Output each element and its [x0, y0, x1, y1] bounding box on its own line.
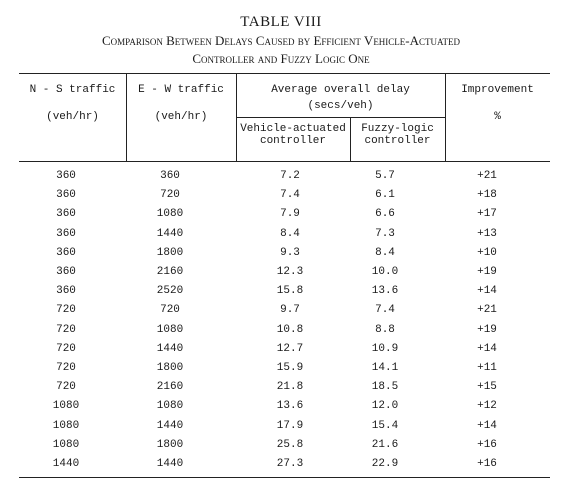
- cell-ew-traffic: 1440: [140, 420, 200, 432]
- cell-improvement: +16: [457, 439, 517, 451]
- cell-ew-traffic: 1080: [140, 208, 200, 220]
- cell-ns-traffic: 360: [36, 228, 96, 240]
- cell-ew-traffic: 2520: [140, 285, 200, 297]
- cell-fuzzy-logic-delay: 13.6: [355, 285, 415, 297]
- header-ew-traffic: E - W traffic: [126, 84, 236, 96]
- cell-ew-traffic: 1080: [140, 400, 200, 412]
- cell-ns-traffic: 360: [36, 285, 96, 297]
- cell-ew-traffic: 1440: [140, 343, 200, 355]
- cell-fuzzy-logic-delay: 5.7: [355, 170, 415, 182]
- cell-improvement: +17: [457, 208, 517, 220]
- cell-ew-traffic: 1080: [140, 324, 200, 336]
- cell-ns-traffic: 360: [36, 208, 96, 220]
- header-vehicle-actuated-line2: controller: [236, 135, 350, 147]
- cell-fuzzy-logic-delay: 18.5: [355, 381, 415, 393]
- table-title: TABLE VIII: [0, 14, 562, 31]
- cell-ew-traffic: 2160: [140, 266, 200, 278]
- cell-fuzzy-logic-delay: 10.0: [355, 266, 415, 278]
- cell-improvement: +18: [457, 189, 517, 201]
- cell-fuzzy-logic-delay: 15.4: [355, 420, 415, 432]
- cell-improvement: +14: [457, 285, 517, 297]
- cell-fuzzy-logic-delay: 8.8: [355, 324, 415, 336]
- cell-ns-traffic: 1440: [36, 458, 96, 470]
- cell-vehicle-actuated-delay: 7.9: [260, 208, 320, 220]
- cell-improvement: +21: [457, 304, 517, 316]
- cell-vehicle-actuated-delay: 15.8: [260, 285, 320, 297]
- cell-improvement: +19: [457, 324, 517, 336]
- cell-vehicle-actuated-delay: 10.8: [260, 324, 320, 336]
- cell-improvement: +11: [457, 362, 517, 374]
- cell-vehicle-actuated-delay: 21.8: [260, 381, 320, 393]
- header-improvement: Improvement: [445, 84, 550, 96]
- header-fuzzy-logic-line1: Fuzzy-logic: [350, 123, 445, 135]
- cell-vehicle-actuated-delay: 12.3: [260, 266, 320, 278]
- delay-subheader-rule: [236, 117, 445, 118]
- cell-vehicle-actuated-delay: 9.3: [260, 247, 320, 259]
- cell-ns-traffic: 360: [36, 170, 96, 182]
- header-ew-unit: (veh/hr): [126, 111, 236, 123]
- cell-vehicle-actuated-delay: 12.7: [260, 343, 320, 355]
- header-improvement-unit: %: [445, 111, 550, 123]
- cell-fuzzy-logic-delay: 14.1: [355, 362, 415, 374]
- cell-ns-traffic: 1080: [36, 400, 96, 412]
- cell-vehicle-actuated-delay: 17.9: [260, 420, 320, 432]
- cell-vehicle-actuated-delay: 7.2: [260, 170, 320, 182]
- header-fuzzy-logic-line2: controller: [350, 135, 445, 147]
- cell-fuzzy-logic-delay: 6.1: [355, 189, 415, 201]
- cell-improvement: +12: [457, 400, 517, 412]
- cell-improvement: +16: [457, 458, 517, 470]
- cell-ns-traffic: 360: [36, 266, 96, 278]
- cell-fuzzy-logic-delay: 22.9: [355, 458, 415, 470]
- cell-ns-traffic: 720: [36, 304, 96, 316]
- cell-ns-traffic: 360: [36, 189, 96, 201]
- cell-improvement: +21: [457, 170, 517, 182]
- table-top-rule: [19, 73, 550, 74]
- cell-ew-traffic: 1440: [140, 228, 200, 240]
- cell-vehicle-actuated-delay: 27.3: [260, 458, 320, 470]
- cell-ns-traffic: 720: [36, 381, 96, 393]
- cell-ns-traffic: 720: [36, 324, 96, 336]
- cell-ew-traffic: 2160: [140, 381, 200, 393]
- cell-vehicle-actuated-delay: 13.6: [260, 400, 320, 412]
- cell-vehicle-actuated-delay: 8.4: [260, 228, 320, 240]
- cell-vehicle-actuated-delay: 9.7: [260, 304, 320, 316]
- cell-fuzzy-logic-delay: 10.9: [355, 343, 415, 355]
- header-average-delay-unit: (secs/veh): [236, 100, 445, 112]
- cell-ew-traffic: 720: [140, 189, 200, 201]
- cell-ew-traffic: 360: [140, 170, 200, 182]
- header-ns-traffic: N - S traffic: [19, 84, 126, 96]
- cell-ew-traffic: 1800: [140, 439, 200, 451]
- cell-improvement: +19: [457, 266, 517, 278]
- cell-improvement: +13: [457, 228, 517, 240]
- cell-ns-traffic: 1080: [36, 420, 96, 432]
- cell-fuzzy-logic-delay: 6.6: [355, 208, 415, 220]
- cell-improvement: +14: [457, 420, 517, 432]
- cell-vehicle-actuated-delay: 15.9: [260, 362, 320, 374]
- cell-improvement: +15: [457, 381, 517, 393]
- table-caption-line1: Comparison Between Delays Caused by Effi…: [0, 33, 562, 49]
- header-vehicle-actuated-line1: Vehicle-actuated: [236, 123, 350, 135]
- cell-ew-traffic: 1800: [140, 362, 200, 374]
- header-ns-unit: (veh/hr): [19, 111, 126, 123]
- cell-ns-traffic: 360: [36, 247, 96, 259]
- cell-ns-traffic: 720: [36, 343, 96, 355]
- cell-fuzzy-logic-delay: 21.6: [355, 439, 415, 451]
- cell-vehicle-actuated-delay: 25.8: [260, 439, 320, 451]
- cell-improvement: +10: [457, 247, 517, 259]
- header-bottom-rule: [19, 161, 550, 162]
- cell-fuzzy-logic-delay: 8.4: [355, 247, 415, 259]
- cell-ns-traffic: 720: [36, 362, 96, 374]
- cell-fuzzy-logic-delay: 7.4: [355, 304, 415, 316]
- cell-ew-traffic: 1440: [140, 458, 200, 470]
- table-caption-line2: Controller and Fuzzy Logic One: [0, 51, 562, 67]
- cell-ns-traffic: 1080: [36, 439, 96, 451]
- header-average-delay: Average overall delay: [236, 84, 445, 96]
- cell-improvement: +14: [457, 343, 517, 355]
- cell-ew-traffic: 1800: [140, 247, 200, 259]
- cell-fuzzy-logic-delay: 12.0: [355, 400, 415, 412]
- cell-ew-traffic: 720: [140, 304, 200, 316]
- cell-vehicle-actuated-delay: 7.4: [260, 189, 320, 201]
- cell-fuzzy-logic-delay: 7.3: [355, 228, 415, 240]
- table-bottom-rule: [19, 477, 550, 478]
